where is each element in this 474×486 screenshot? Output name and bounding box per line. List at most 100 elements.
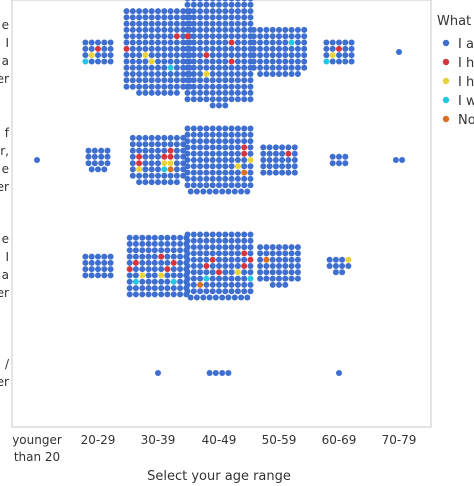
data-point <box>209 269 216 276</box>
data-point <box>197 33 204 40</box>
data-point <box>288 263 295 269</box>
data-point <box>228 8 235 15</box>
data-point <box>276 52 282 59</box>
data-point <box>332 263 339 269</box>
data-point <box>257 244 264 251</box>
data-point <box>129 45 136 52</box>
data-point <box>203 8 210 15</box>
data-point <box>180 58 187 65</box>
data-point <box>151 285 158 292</box>
data-point <box>123 45 130 52</box>
data-point <box>228 157 235 163</box>
data-point <box>129 147 136 154</box>
data-point <box>190 26 197 33</box>
data-point <box>216 83 222 90</box>
legend: What i I a I h I h I w No <box>437 14 474 128</box>
data-point <box>180 153 187 160</box>
data-point <box>136 20 143 27</box>
data-point <box>288 64 295 71</box>
data-point <box>222 263 229 269</box>
data-point <box>234 131 241 138</box>
data-point <box>247 237 254 244</box>
row-label: er <box>0 375 9 389</box>
data-point <box>222 20 229 27</box>
data-point <box>148 134 155 141</box>
data-point <box>203 77 210 84</box>
data-point <box>228 182 235 189</box>
data-point <box>148 8 155 15</box>
data-point <box>136 71 143 77</box>
data-point <box>269 58 276 65</box>
data-point <box>173 153 180 160</box>
data-point <box>197 1 204 8</box>
data-point <box>301 26 308 33</box>
x-tick-label: 40-49 <box>202 433 237 447</box>
data-point <box>222 150 229 157</box>
data-point <box>184 288 191 295</box>
data-point <box>241 256 248 263</box>
data-point <box>197 0 203 2</box>
data-point <box>225 294 232 301</box>
data-point <box>225 370 232 376</box>
data-point <box>294 244 301 251</box>
data-point <box>323 58 330 65</box>
data-point <box>136 64 143 71</box>
data-point <box>250 45 257 52</box>
data-point <box>399 157 406 163</box>
data-point <box>203 163 210 170</box>
data-point <box>209 275 216 282</box>
x-tick-label: 70-79 <box>382 433 417 447</box>
data-point <box>216 102 222 109</box>
data-point <box>170 285 177 292</box>
data-point <box>247 281 254 288</box>
data-point <box>173 134 180 141</box>
data-point <box>203 144 210 151</box>
data-point <box>142 172 149 179</box>
data-point <box>247 20 254 27</box>
data-point <box>209 175 216 182</box>
data-point <box>219 370 226 376</box>
data-point <box>177 278 184 285</box>
data-point <box>161 8 168 15</box>
data-point <box>151 234 158 241</box>
data-point <box>184 58 191 65</box>
data-point <box>151 247 158 254</box>
data-point <box>184 163 191 170</box>
data-point <box>229 0 235 2</box>
data-point <box>209 96 216 103</box>
plot-frame <box>11 0 432 428</box>
data-point <box>126 253 133 260</box>
data-point <box>288 250 295 257</box>
data-point <box>148 166 155 173</box>
data-point <box>250 52 257 59</box>
data-point <box>257 39 264 46</box>
data-point <box>161 26 168 33</box>
data-point <box>222 131 229 138</box>
data-point <box>164 253 171 260</box>
data-point <box>241 14 248 21</box>
data-point <box>136 14 143 21</box>
data-point <box>291 169 298 176</box>
data-point <box>177 291 184 298</box>
data-point <box>82 45 89 52</box>
data-point <box>184 83 191 90</box>
data-point <box>101 166 108 173</box>
data-point <box>167 71 174 77</box>
data-point <box>234 45 241 52</box>
data-point <box>241 275 248 282</box>
data-point <box>180 64 187 71</box>
data-point <box>345 256 352 263</box>
data-point <box>184 237 191 244</box>
data-point <box>129 71 136 77</box>
data-point <box>294 250 301 257</box>
data-point <box>282 256 289 263</box>
data-point <box>209 20 216 27</box>
data-point <box>101 58 108 65</box>
data-point <box>203 175 210 182</box>
data-point <box>336 160 342 167</box>
data-point <box>88 52 95 59</box>
data-point <box>98 160 105 167</box>
data-point <box>234 163 241 170</box>
data-point <box>155 77 161 84</box>
data-point <box>158 259 165 266</box>
